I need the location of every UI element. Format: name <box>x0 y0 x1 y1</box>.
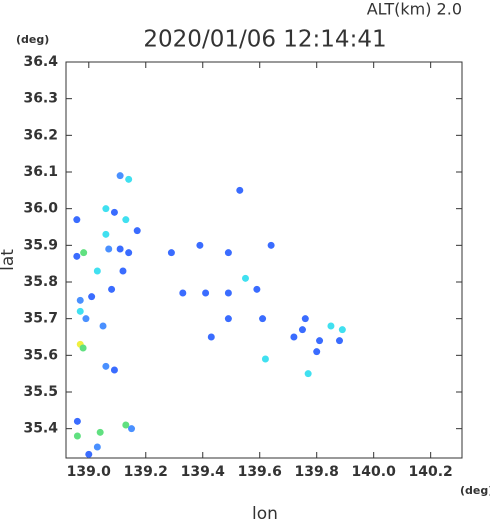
chart-title: 2020/01/06 12:14:41 <box>143 27 386 53</box>
echo-point <box>327 322 335 330</box>
echo-point <box>73 432 81 440</box>
y-tick-label: 35.6 <box>23 347 58 363</box>
echo-point <box>93 267 101 275</box>
echo-point <box>76 296 84 304</box>
y-tick-label: 35.7 <box>23 311 58 327</box>
x-tick-label: 139.2 <box>124 464 168 480</box>
echo-point <box>236 186 244 194</box>
x-tick-label: 139.8 <box>295 464 339 480</box>
echo-point <box>224 289 232 297</box>
x-tick-label: 140.0 <box>352 464 397 480</box>
echo-point <box>267 241 275 249</box>
echo-point <box>108 285 116 293</box>
echo-point <box>224 315 232 323</box>
echo-point <box>313 348 321 356</box>
altitude-label: ALT(km) 2.0 <box>367 0 462 19</box>
echo-point <box>102 362 110 370</box>
echo-point <box>224 249 232 257</box>
echo-point <box>133 227 141 235</box>
echo-point <box>125 175 133 183</box>
x-unit: (deg) <box>460 484 490 497</box>
echo-point <box>304 370 312 378</box>
echo-point <box>96 428 104 436</box>
echo-point <box>119 267 127 275</box>
echo-point <box>99 322 107 330</box>
echo-point <box>241 274 249 282</box>
y-tick-label: 35.5 <box>23 384 58 400</box>
echo-point <box>122 216 130 224</box>
plot-frame <box>65 61 463 459</box>
echo-point <box>82 315 90 323</box>
echo-point <box>316 337 324 345</box>
echo-point <box>73 417 81 425</box>
echo-point <box>167 249 175 257</box>
echo-point <box>116 172 124 180</box>
echo-point <box>179 289 187 297</box>
echo-point <box>73 252 81 260</box>
echo-point <box>85 450 93 458</box>
echo-point <box>125 249 133 257</box>
x-axis-label: lon <box>252 504 278 521</box>
x-tick-label: 140.2 <box>409 464 453 480</box>
echo-point <box>105 245 113 253</box>
echo-point <box>128 425 136 433</box>
y-axis-label: lat <box>0 249 18 271</box>
echo-point <box>301 315 309 323</box>
echo-point <box>102 230 110 238</box>
echo-point <box>88 293 96 301</box>
y-tick-label: 35.9 <box>23 237 58 253</box>
echo-point <box>202 289 210 297</box>
echo-point <box>73 216 81 224</box>
y-tick-label: 35.8 <box>23 274 58 290</box>
echo-point <box>207 333 215 341</box>
echo-point <box>80 249 88 257</box>
echo-point <box>338 326 346 334</box>
y-tick-label: 36.2 <box>23 127 58 143</box>
y-tick-label: 36.1 <box>23 164 58 180</box>
echo-point <box>76 307 84 315</box>
echo-point <box>253 285 261 293</box>
echo-point <box>102 205 110 213</box>
echo-point <box>196 241 204 249</box>
echo-point <box>79 344 87 352</box>
x-tick-label: 139.0 <box>67 464 112 480</box>
y-tick-label: 36.0 <box>23 201 58 217</box>
x-tick-label: 139.6 <box>238 464 282 480</box>
echo-point <box>290 333 298 341</box>
echo-point <box>116 245 124 253</box>
echo-point <box>335 337 343 345</box>
echo-point <box>110 208 118 216</box>
echo-point <box>110 366 118 374</box>
x-tick-label: 139.4 <box>181 464 226 480</box>
echo-point <box>261 355 269 363</box>
y-unit: (deg) <box>16 33 49 46</box>
echo-point <box>259 315 267 323</box>
y-tick-label: 36.4 <box>23 54 58 70</box>
echo-point <box>122 421 130 429</box>
y-tick-label: 36.3 <box>23 91 58 107</box>
echo-point <box>298 326 306 334</box>
y-tick-label: 35.4 <box>23 421 58 437</box>
echo-point <box>93 443 101 451</box>
